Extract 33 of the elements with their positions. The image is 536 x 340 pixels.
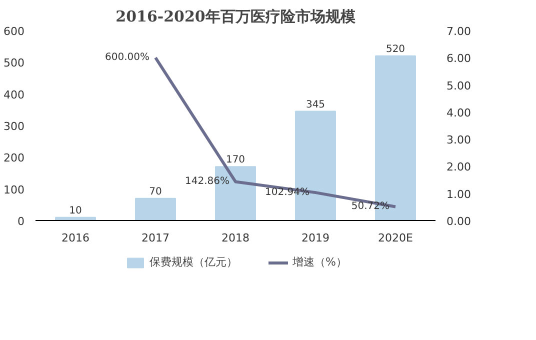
y2-tick-label: 0.00 <box>446 215 471 228</box>
y2-tick-label: 4.00 <box>446 106 471 120</box>
data-label: 520 <box>386 44 406 55</box>
data-label: 600.00% <box>105 52 150 64</box>
y-tick-label: 600 <box>4 25 25 38</box>
y2-tick-label: 3.00 <box>446 134 471 147</box>
x-tick-label: 2020E <box>378 232 414 244</box>
y-tick-label: 100 <box>4 183 25 196</box>
legend-label: 增速（%） <box>292 254 348 270</box>
y-tick-label: 0 <box>18 215 24 228</box>
y-tick-label: 300 <box>4 120 25 133</box>
data-label: 170 <box>226 154 246 166</box>
y2-tick-label: 1.00 <box>446 188 471 201</box>
data-label: 50.72% <box>351 201 390 212</box>
y2-tick-label: 6.00 <box>446 52 471 66</box>
y-tick-label: 400 <box>4 88 25 102</box>
data-label: 102.94% <box>265 187 310 198</box>
y-tick-label: 200 <box>4 152 25 165</box>
x-tick-label: 2016 <box>62 232 90 244</box>
bar <box>135 198 176 220</box>
y2-tick-label: 2.00 <box>446 160 471 174</box>
data-label: 142.86% <box>185 176 230 188</box>
data-label: 70 <box>149 186 162 198</box>
x-tick-label: 2018 <box>222 232 250 244</box>
y2-tick-label: 7.00 <box>446 25 471 38</box>
chart-title: 2016-2020年百万医疗险市场规模 <box>116 8 356 26</box>
y-tick-label: 500 <box>4 56 25 70</box>
data-label: 10 <box>69 205 82 216</box>
legend-label: 保费规模（亿元） <box>150 254 238 270</box>
data-label: 345 <box>306 99 326 110</box>
x-tick-label: 2019 <box>302 232 330 244</box>
y2-tick-label: 5.00 <box>446 79 471 92</box>
x-tick-label: 2017 <box>142 232 170 244</box>
